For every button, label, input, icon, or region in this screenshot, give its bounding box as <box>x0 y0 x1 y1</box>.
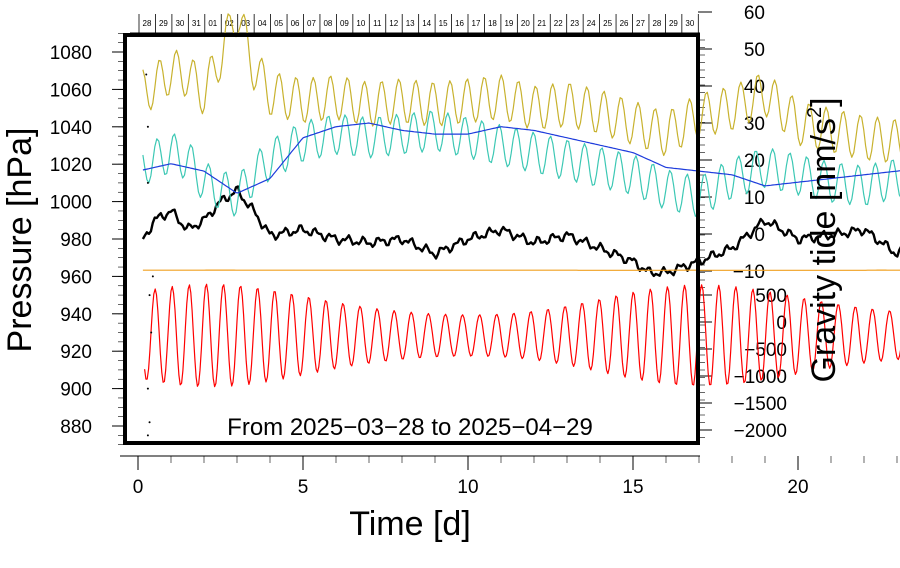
date-label: 06 <box>291 19 300 28</box>
y-right-upper-tick-label: 60 <box>744 3 765 24</box>
date-label: 27 <box>636 19 645 28</box>
pressure-outlier-point <box>150 331 153 334</box>
pressure-outlier-point <box>146 434 149 437</box>
y-right-upper-tick-label: −10 <box>733 262 765 283</box>
y-left-tick-label: 1060 <box>50 80 92 101</box>
y-left-tick-label: 880 <box>60 417 92 438</box>
x-tick-label: 20 <box>787 477 808 498</box>
pressure-outlier-point <box>146 125 149 128</box>
series-line-gravity-model <box>142 122 900 194</box>
date-label: 10 <box>356 19 365 28</box>
date-label: 30 <box>175 19 184 28</box>
x-tick-label: 0 <box>133 477 144 498</box>
date-label: 07 <box>307 19 316 28</box>
date-label: 21 <box>537 19 546 28</box>
y-axis-right-label-sup: 2 <box>804 107 826 118</box>
date-label: 30 <box>685 19 694 28</box>
y-right-upper-tick-label: 0 <box>754 225 765 246</box>
y-left-tick-label: 920 <box>60 342 92 363</box>
left-axis-ticks: 880 900 920 940 960 980 1000 1020 1040 1060 1080 <box>50 32 125 446</box>
chart-title: From 2025−03−28 to 2025−04−29 <box>227 414 593 441</box>
x-axis-ticks: 051015202530 <box>120 455 898 498</box>
date-label: 09 <box>340 19 349 28</box>
series-line-gravity-tide <box>144 283 900 388</box>
date-label: 04 <box>258 19 267 28</box>
series-line-gravity-residual-upper <box>142 13 900 163</box>
y-right-lower-tick-label: 0 <box>776 313 787 334</box>
date-label: 13 <box>406 19 415 28</box>
date-label: 26 <box>620 19 629 28</box>
pressure-outlier-point <box>146 387 149 390</box>
x-tick-label: 15 <box>622 477 643 498</box>
y-right-upper-tick-label: 30 <box>744 114 765 135</box>
y-left-tick-label: 960 <box>60 267 92 288</box>
y-right-upper-tick-label: 10 <box>744 188 765 209</box>
date-label: 05 <box>274 19 283 28</box>
date-label: 11 <box>373 19 382 28</box>
x-tick-label: 5 <box>298 477 309 498</box>
date-label: 14 <box>422 19 431 28</box>
pressure-outlier-point <box>146 181 149 184</box>
y-axis-right-label-close: ] <box>805 97 843 106</box>
y-left-tick-label: 980 <box>60 230 92 251</box>
y-left-tick-label: 900 <box>60 380 92 401</box>
y-left-tick-label: 1000 <box>50 193 92 214</box>
pressure-outlier-point <box>145 73 148 76</box>
date-label: 15 <box>439 19 448 28</box>
x-tick-label: 10 <box>457 477 478 498</box>
y-axis-right-label-main: Gravity tide [nm/s <box>805 118 843 383</box>
y-left-tick-label: 1080 <box>50 43 92 64</box>
plot-frame <box>123 33 700 445</box>
date-label: 28 <box>143 19 152 28</box>
date-label: 31 <box>192 19 201 28</box>
x-axis-label: Time [d] <box>349 505 471 543</box>
series-line-pressure <box>141 185 900 278</box>
y-left-tick-label: 940 <box>60 305 92 326</box>
date-label: 02 <box>225 19 234 28</box>
date-label: 08 <box>323 19 332 28</box>
date-label: 22 <box>554 19 563 28</box>
y-left-tick-label: 1040 <box>50 118 92 139</box>
y-axis-left-label: Pressure [hPa] <box>1 128 39 353</box>
series-line-gravity-residual-lower <box>142 110 900 217</box>
y-right-lower-tick-label: −500 <box>744 340 787 361</box>
date-label: 29 <box>159 19 168 28</box>
date-label: 01 <box>208 19 217 28</box>
y-right-lower-tick-label: −1500 <box>734 394 787 415</box>
date-label: 16 <box>455 19 464 28</box>
pressure-outlier-point <box>148 421 151 424</box>
date-label: 20 <box>521 19 530 28</box>
series-group <box>141 13 900 437</box>
date-label: 19 <box>504 19 513 28</box>
pressure-outlier-point <box>148 294 151 297</box>
y-right-upper-tick-label: 50 <box>744 40 765 61</box>
date-axis-strip: 28 29 30 31 01 02 03 04 05 06 07 08 09 10 11 12 13 14 15 16… <box>130 14 700 34</box>
date-label: 17 <box>472 19 481 28</box>
date-label: 18 <box>488 19 497 28</box>
date-label: 28 <box>652 19 661 28</box>
date-label: 23 <box>570 19 579 28</box>
date-label: 29 <box>669 19 678 28</box>
pressure-outlier-point <box>151 275 154 278</box>
y-axis-right-label: Gravity tide [nm/s2] <box>804 97 843 382</box>
date-label: 24 <box>587 19 596 28</box>
y-right-lower-tick-label: −2000 <box>734 421 787 442</box>
date-label: 12 <box>389 19 398 28</box>
y-left-tick-label: 1020 <box>50 155 92 176</box>
date-label: 25 <box>603 19 612 28</box>
